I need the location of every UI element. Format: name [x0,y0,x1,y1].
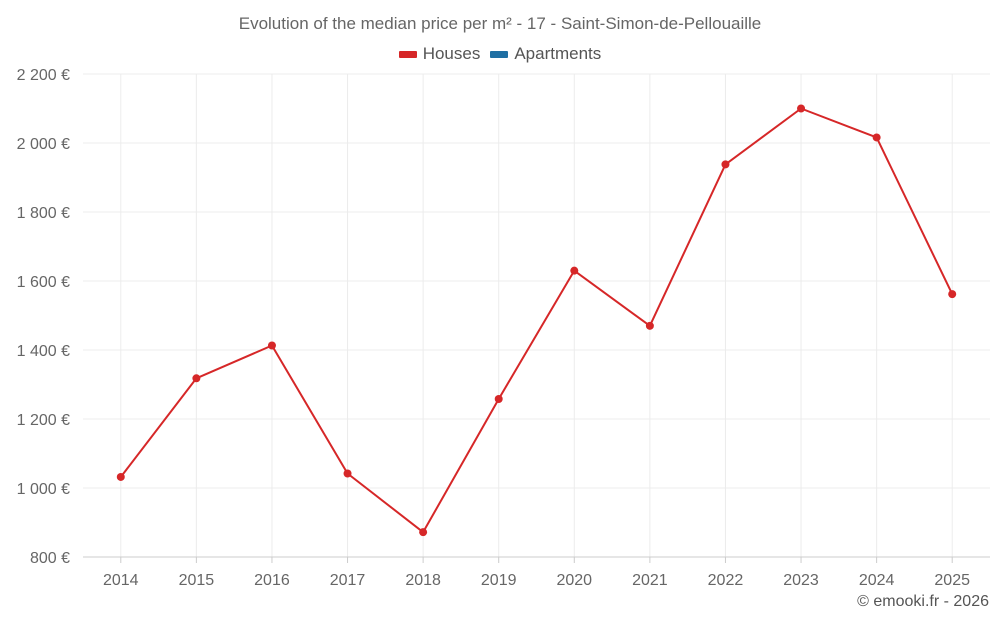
x-tick-label: 2025 [934,572,970,589]
x-tick-label: 2014 [103,572,139,589]
x-tick-label: 2021 [632,572,668,589]
legend-label-apartments: Apartments [514,44,602,63]
x-tick-label: 2020 [556,572,592,589]
data-point-houses-2025[interactable] [948,290,957,299]
legend-swatch-houses [398,50,417,58]
x-tick-label: 2018 [405,572,441,589]
credit-text: © emooki.fr - 2026 [857,593,989,610]
x-tick-label: 2023 [783,572,819,589]
legend-item-apartments[interactable]: Apartments [490,44,601,64]
x-tick-label: 2024 [859,572,895,589]
data-point-houses-2020[interactable] [570,266,579,275]
data-point-houses-2016[interactable] [267,341,276,350]
x-tick-label: 2022 [708,572,744,589]
y-tick-label: 1 400 € [17,343,70,360]
data-point-houses-2021[interactable] [645,321,654,330]
series-layer [116,104,957,537]
data-point-houses-2023[interactable] [797,104,806,113]
y-tick-label: 1 200 € [17,412,70,429]
y-tick-label: 2 000 € [17,136,70,153]
data-point-houses-2017[interactable] [343,469,352,478]
y-tick-label: 1 600 € [17,274,70,291]
legend-swatch-apartments [490,50,509,58]
x-tick-label: 2016 [254,572,290,589]
y-tick-label: 1 000 € [17,481,70,498]
y-tick-label: 2 200 € [17,67,70,84]
grid-layer [83,73,990,557]
x-tick-label: 2015 [179,572,215,589]
data-point-houses-2019[interactable] [494,394,503,403]
legend-label-houses: Houses [422,44,481,63]
axis-layer: 800 € 1 000 € 1 200 € 1 400 € 1 600 € 1 800 €… [17,67,990,589]
legend: Houses Apartments [0,44,1000,64]
series-line-houses [119,107,954,534]
data-point-houses-2014[interactable] [116,472,125,481]
data-point-houses-2024[interactable] [872,133,881,142]
chart-title: Evolution of the median price per m² - 1… [238,14,762,33]
data-point-houses-2022[interactable] [721,160,730,169]
y-tick-label: 800 € [30,550,70,567]
x-tick-label: 2017 [330,572,366,589]
data-point-houses-2018[interactable] [419,528,428,537]
x-tick-label: 2019 [481,572,517,589]
data-point-houses-2015[interactable] [192,374,201,383]
legend-item-houses[interactable]: Houses [398,44,481,64]
y-tick-label: 1 800 € [17,205,70,222]
